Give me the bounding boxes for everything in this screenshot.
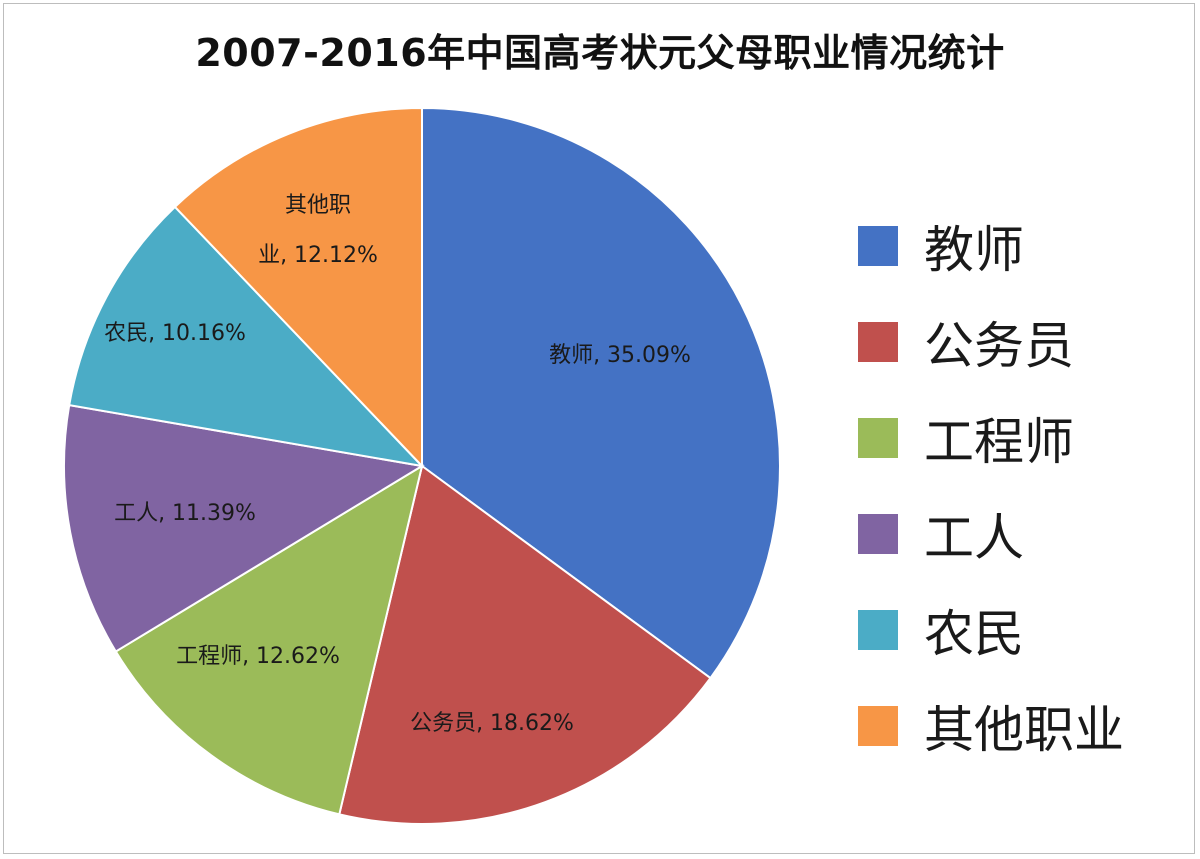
legend-swatch-3 [858,514,898,554]
legend-item-4: 农民 [858,582,1188,678]
legend-swatch-1 [858,322,898,362]
slice-label-5: 其他职业, 12.12% [258,193,378,268]
slice-label-2: 工程师, 12.62% [176,644,340,669]
legend-swatch-4 [858,610,898,650]
pie-slice-5 [173,106,423,469]
chart-legend: 教师公务员工程师工人农民其他职业 [858,198,1188,774]
legend-label-1: 公务员 [924,317,1074,375]
pie-slice-2 [114,463,424,816]
slice-label-1: 公务员, 18.62% [410,711,574,736]
legend-item-5: 其他职业 [858,678,1188,774]
pie-slice-0 [421,106,781,680]
chart-title: 2007-2016年中国高考状元父母职业情况统计 [195,31,1005,75]
legend-label-5: 其他职业 [924,701,1124,759]
slice-label-4: 农民, 10.16% [104,321,246,346]
legend-label-2: 工程师 [924,413,1074,471]
legend-swatch-5 [858,706,898,746]
slice-label-0: 教师, 35.09% [549,343,691,368]
legend-label-0: 教师 [924,221,1024,279]
pie-slice-1 [338,464,712,825]
legend-swatch-2 [858,418,898,458]
pie-slice-4 [68,205,425,468]
legend-item-1: 公务员 [858,294,1188,390]
legend-label-4: 农民 [924,605,1024,663]
legend-swatch-0 [858,226,898,266]
legend-item-0: 教师 [858,198,1188,294]
legend-label-3: 工人 [924,509,1024,567]
slice-label-3: 工人, 11.39% [114,501,256,526]
legend-item-2: 工程师 [858,390,1188,486]
pie-slice-3 [63,403,425,653]
legend-item-3: 工人 [858,486,1188,582]
